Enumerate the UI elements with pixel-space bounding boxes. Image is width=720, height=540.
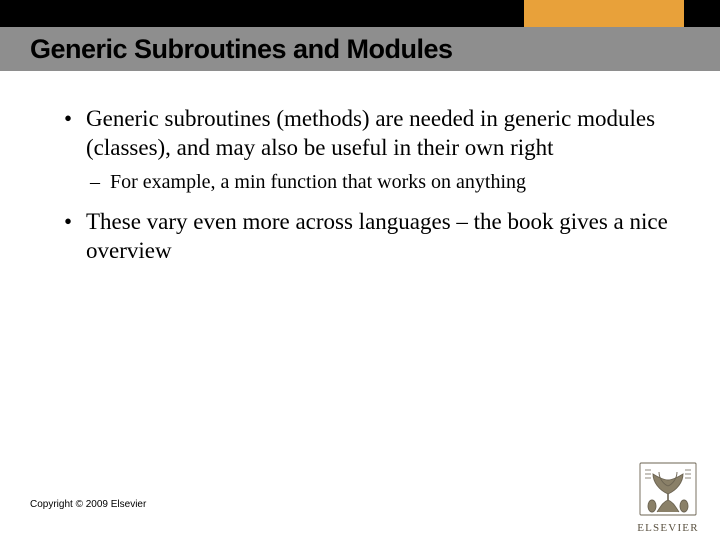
copyright-text: Copyright © 2009 Elsevier (30, 499, 146, 510)
elsevier-logo: ELSEVIER (632, 462, 704, 534)
accent-orange-box (524, 0, 684, 27)
slide-body: Generic subroutines (methods) are needed… (58, 92, 668, 266)
bullet-1-sub-1: For example, a min function that works o… (58, 169, 668, 195)
slide-title: Generic Subroutines and Modules (30, 34, 453, 65)
elsevier-wordmark: ELSEVIER (632, 522, 704, 534)
bullet-1: Generic subroutines (methods) are needed… (58, 104, 668, 163)
title-bar: Generic Subroutines and Modules (0, 27, 720, 71)
bullet-2: These vary even more across languages – … (58, 207, 668, 266)
elsevier-tree-icon (639, 462, 697, 516)
